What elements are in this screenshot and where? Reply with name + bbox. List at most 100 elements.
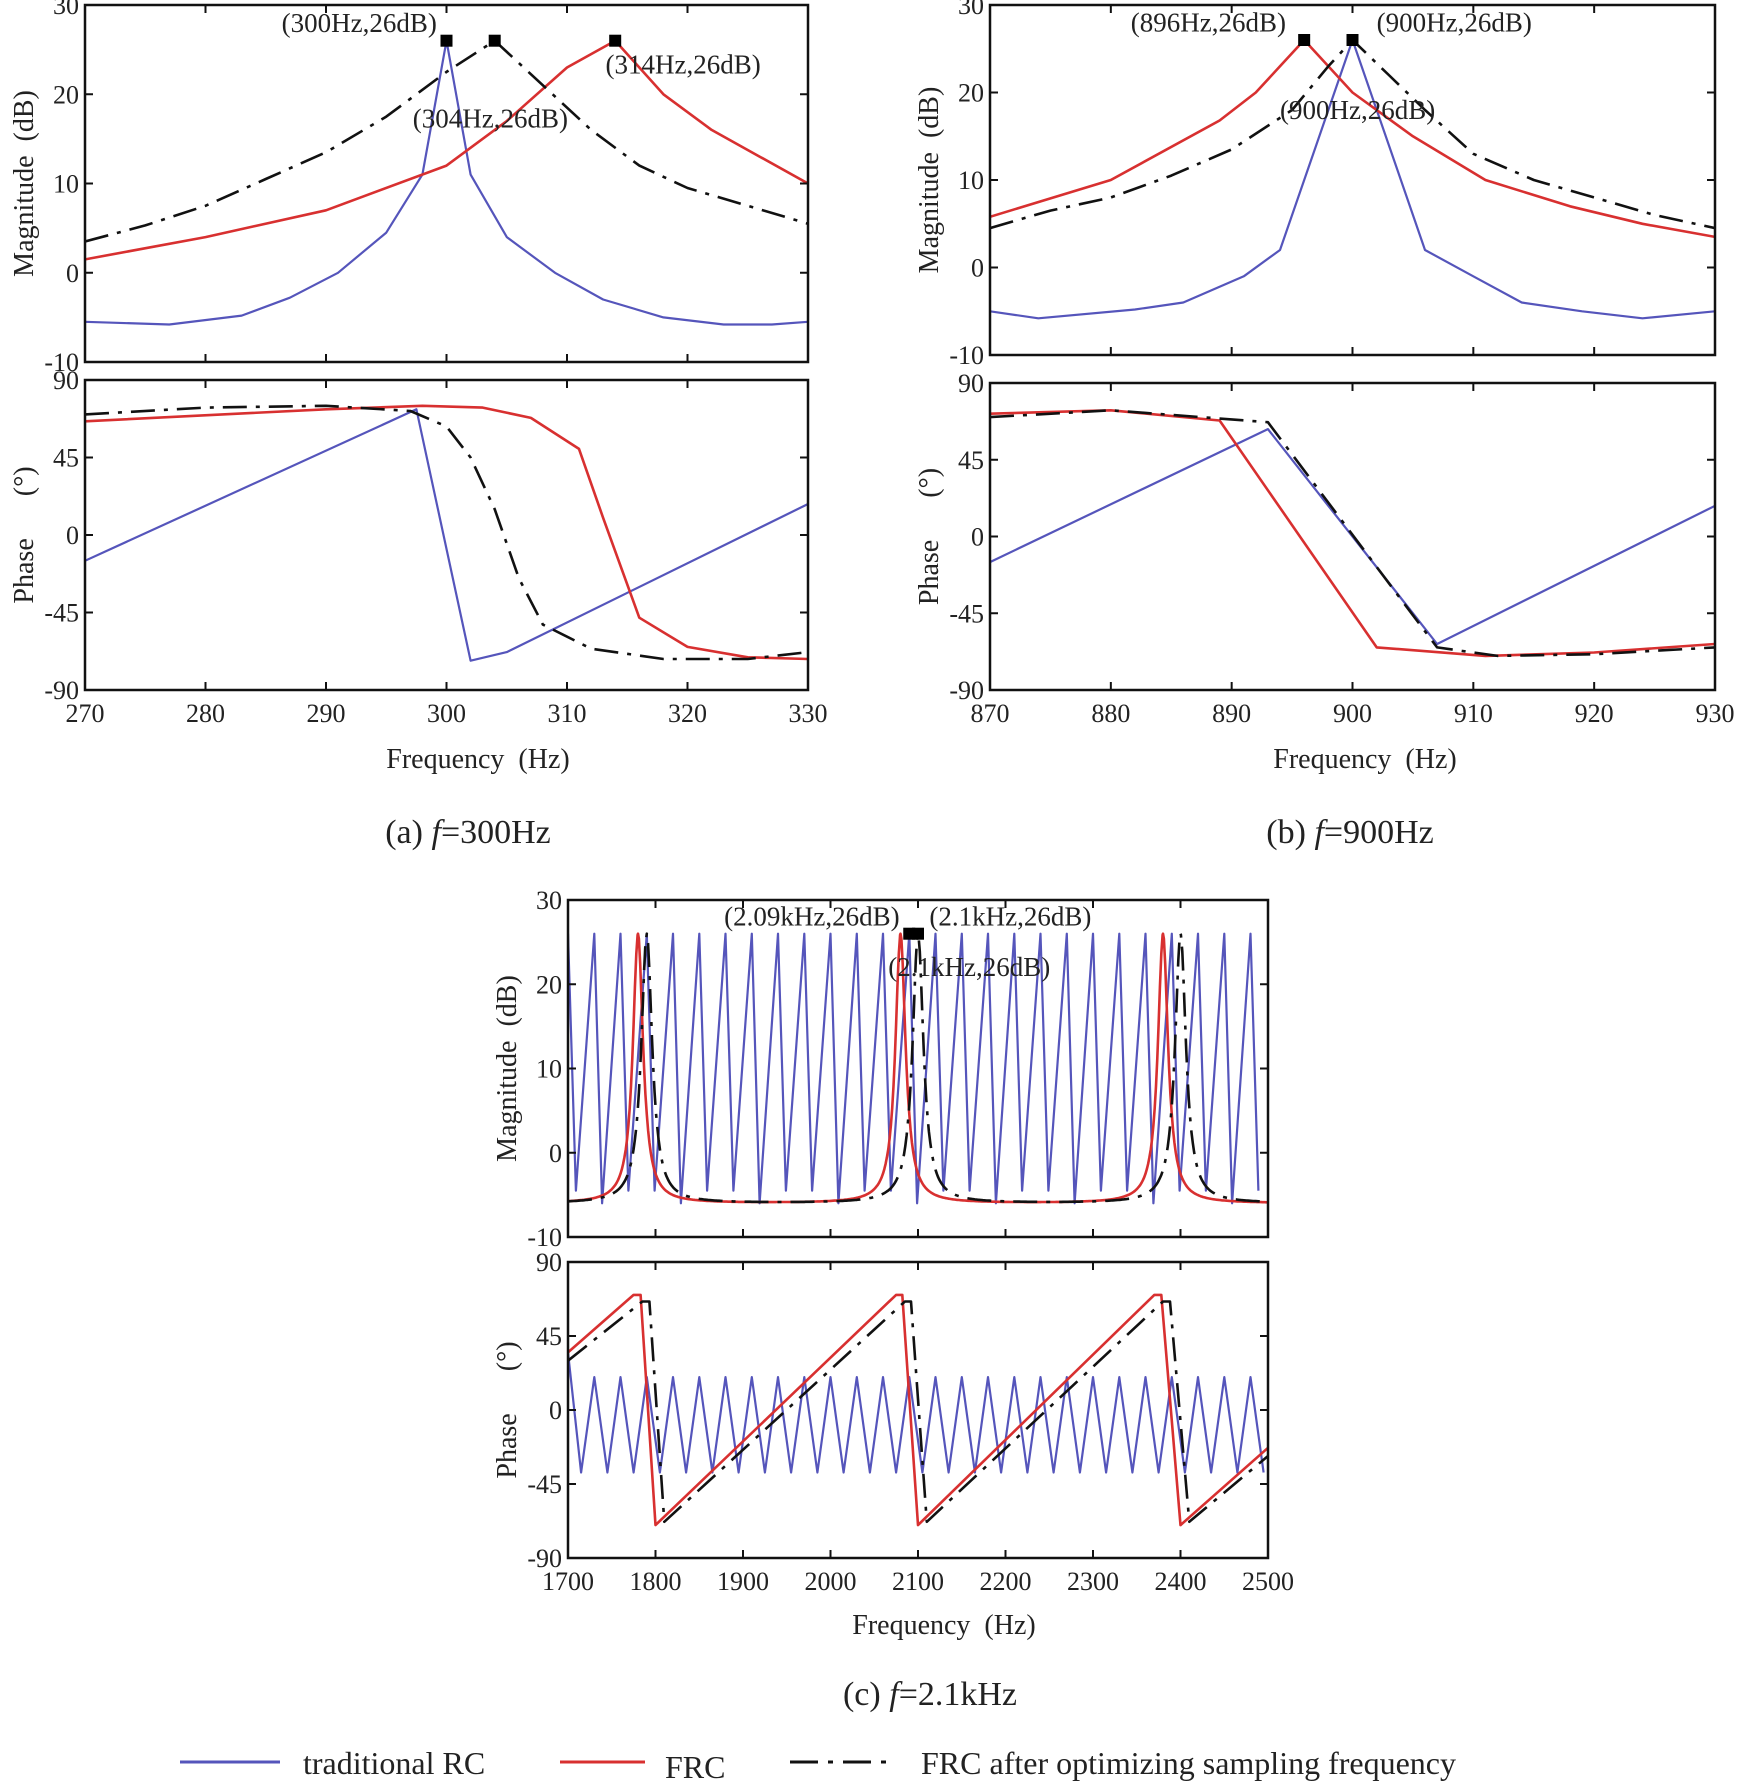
panel-b-magnitude-frame	[988, 3, 1717, 357]
panel-b: (896Hz,26dB) (900Hz,26dB) (900Hz,26dB) 30 20…	[914, 0, 1735, 851]
panel-b-phase-series-frc	[990, 408, 1715, 658]
panel-b-phase-xtick-label-2: 890	[1212, 699, 1251, 728]
panel-a-magnitude-marker-2	[609, 34, 622, 47]
panel-b-magnitude-plot: (896Hz,26dB) (900Hz,26dB) (900Hz,26dB) 30 20…	[914, 0, 1717, 370]
panel-a-magnitude-marker-1	[488, 34, 501, 47]
panel-a-phase-series-rc	[85, 408, 808, 662]
panel-a-magnitude-series-frc	[85, 39, 808, 261]
panel-c-magnitude-annotation-1: (2.1kHz,26dB)	[929, 901, 1091, 931]
panel-a-magnitude-annotation-0: (300Hz,26dB)	[282, 8, 437, 38]
panel-a-magnitude-marker-0	[440, 34, 453, 47]
panel-c-phase-series-opt	[568, 1300, 1268, 1524]
panel-a: (300Hz,26dB) (304Hz,26dB) (314Hz,26dB) 30 20…	[9, 0, 828, 851]
panel-a-caption: (a) f=300Hz	[385, 814, 551, 851]
panel-b-magnitude-ytick-label-2: 10	[958, 166, 984, 195]
panel-a-phase-series-frc	[85, 404, 808, 661]
panel-a-phase-xtick-label-0: 270	[66, 699, 105, 728]
legend-label-rc: traditional RC	[303, 1745, 485, 1781]
panel-b-magnitude-marker-0	[1298, 34, 1311, 46]
panel-c-magnitude-annotation-0: (2.09kHz,26dB)	[724, 901, 899, 931]
panel-a-phase-ytick-label-0: 90	[53, 366, 79, 395]
panel-c-magnitude-plot: (2.09kHz,26dB) (2.1kHz,26dB) (2.1kHz,26dB)…	[492, 886, 1270, 1252]
panel-b-magnitude-ytick-label-1: 20	[958, 79, 984, 108]
panel-c-magnitude-ytick-label-3: 0	[549, 1139, 562, 1168]
panel-a-magnitude-ytick-label-3: 0	[66, 259, 79, 288]
panel-c-phase-ytick-label-1: 45	[536, 1322, 562, 1351]
legend: traditional RC FRC FRC after optimizing …	[180, 1745, 1456, 1785]
panel-c-phase-ytick-label-0: 90	[536, 1248, 562, 1277]
panel-b-xlabel: Frequency (Hz)	[1273, 744, 1456, 775]
panel-a-magnitude-ytick-label-4: -10	[44, 348, 79, 377]
legend-label-opt: FRC after optimizing sampling frequency	[921, 1745, 1456, 1781]
panel-a-phase-xtick-label-1: 280	[186, 699, 225, 728]
panel-b-phase-ylabel: Phase (°)	[914, 468, 945, 605]
panel-a-magnitude-series-rc	[85, 39, 808, 326]
panel-b-magnitude-series-opt	[990, 38, 1715, 230]
panel-a-phase-ytick-label-2: 0	[66, 521, 79, 550]
panel-b-magnitude-annotation-1: (900Hz,26dB)	[1377, 7, 1532, 37]
panel-b-phase-ytick-label-1: 45	[958, 446, 984, 475]
panel-b-magnitude-ylabel: Magnitude (dB)	[914, 87, 945, 274]
panel-a-magnitude-annotation-2: (314Hz,26dB)	[606, 50, 761, 80]
panel-c-magnitude-ytick-label-1: 20	[536, 970, 562, 999]
panel-c-phase-xtick-label-6: 2300	[1067, 1567, 1119, 1596]
panel-c-phase-xtick-label-7: 2400	[1155, 1567, 1207, 1596]
panel-a-magnitude-plot: (300Hz,26dB) (304Hz,26dB) (314Hz,26dB) 30 20…	[9, 0, 810, 377]
panel-a-phase-ylabel: Phase (°)	[9, 466, 40, 603]
panel-b-caption: (b) f=900Hz	[1266, 814, 1433, 851]
panel-b-magnitude-ytick-label-3: 0	[971, 254, 984, 283]
panel-b-phase-ytick-label-2: 0	[971, 523, 984, 552]
panel-c-caption: (c) f=2.1kHz	[843, 1676, 1017, 1713]
panel-a-phase-ytick-label-3: -45	[44, 599, 79, 628]
panel-c: (2.09kHz,26dB) (2.1kHz,26dB) (2.1kHz,26dB)…	[492, 886, 1294, 1713]
panel-b-magnitude-ytick-label-4: -10	[949, 341, 984, 370]
panel-a-phase-xtick-label-6: 330	[789, 699, 828, 728]
panel-b-phase-ytick-label-3: -45	[949, 599, 984, 628]
panel-c-magnitude-series-rc	[568, 932, 1260, 1205]
panel-b-magnitude-annotation-2: (900Hz,26dB)	[1280, 95, 1435, 125]
panel-c-magnitude-series-opt	[568, 932, 1268, 1204]
panel-c-magnitude-ytick-label-0: 30	[536, 886, 562, 915]
panel-a-magnitude-ytick-label-2: 10	[53, 170, 79, 199]
panel-a-magnitude-ytick-label-0: 30	[53, 0, 79, 20]
panel-b-phase-xtick-label-1: 880	[1091, 699, 1130, 728]
panel-a-magnitude-annotation-1: (304Hz,26dB)	[413, 103, 568, 133]
panel-a-phase-xtick-label-5: 320	[668, 699, 707, 728]
panel-c-phase-ytick-label-3: -45	[527, 1470, 562, 1499]
panel-b-magnitude-series-frc	[990, 38, 1715, 239]
panel-a-phase-xtick-label-2: 290	[307, 699, 346, 728]
panel-b-magnitude-ytick-label-0: 30	[958, 0, 984, 20]
panel-b-phase-series-opt	[990, 408, 1715, 658]
legend-label-frc: FRC	[665, 1749, 725, 1785]
panel-a-xlabel: Frequency (Hz)	[386, 744, 569, 775]
panel-c-phase-xtick-label-8: 2500	[1242, 1567, 1294, 1596]
panel-b-phase-xtick-label-0: 870	[971, 699, 1010, 728]
panel-c-phase-ytick-label-2: 0	[549, 1396, 562, 1425]
panel-a-phase-xtick-label-3: 300	[427, 699, 466, 728]
panel-c-magnitude-ylabel: Magnitude (dB)	[492, 975, 523, 1162]
panel-a-phase-series-opt	[85, 404, 808, 661]
panel-c-phase-ylabel: Phase (°)	[492, 1341, 523, 1478]
panel-b-magnitude-annotation-0: (896Hz,26dB)	[1131, 7, 1286, 37]
panel-a-phase-xtick-label-4: 310	[548, 699, 587, 728]
panel-b-magnitude-series-rc	[990, 38, 1715, 320]
panel-c-magnitude-annotation-2: (2.1kHz,26dB)	[888, 952, 1050, 982]
panel-b-magnitude-marker-1	[1346, 34, 1359, 46]
panel-a-magnitude-ylabel: Magnitude (dB)	[9, 90, 40, 277]
panel-a-phase-frame	[83, 378, 810, 692]
panel-c-phase-xtick-label-0: 1700	[542, 1567, 594, 1596]
panel-c-phase-xtick-label-4: 2100	[892, 1567, 944, 1596]
panel-c-magnitude-marker-1	[912, 927, 924, 940]
panel-a-phase-ytick-label-1: 45	[53, 444, 79, 473]
panel-c-magnitude-ytick-label-4: -10	[527, 1223, 562, 1252]
panel-a-magnitude-series-opt	[85, 39, 808, 243]
panel-b-phase-ytick-label-0: 90	[958, 369, 984, 398]
panel-c-magnitude-ytick-label-2: 10	[536, 1055, 562, 1084]
panel-b-phase-xtick-label-6: 930	[1696, 699, 1735, 728]
panel-b-phase-xtick-label-5: 920	[1575, 699, 1614, 728]
panel-b-phase-xtick-label-4: 910	[1454, 699, 1493, 728]
